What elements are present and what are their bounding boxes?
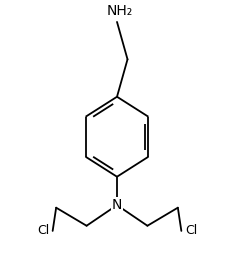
Text: NH₂: NH₂ bbox=[106, 4, 132, 18]
Text: N: N bbox=[112, 198, 122, 212]
Text: Cl: Cl bbox=[37, 224, 49, 237]
Text: Cl: Cl bbox=[185, 224, 197, 237]
